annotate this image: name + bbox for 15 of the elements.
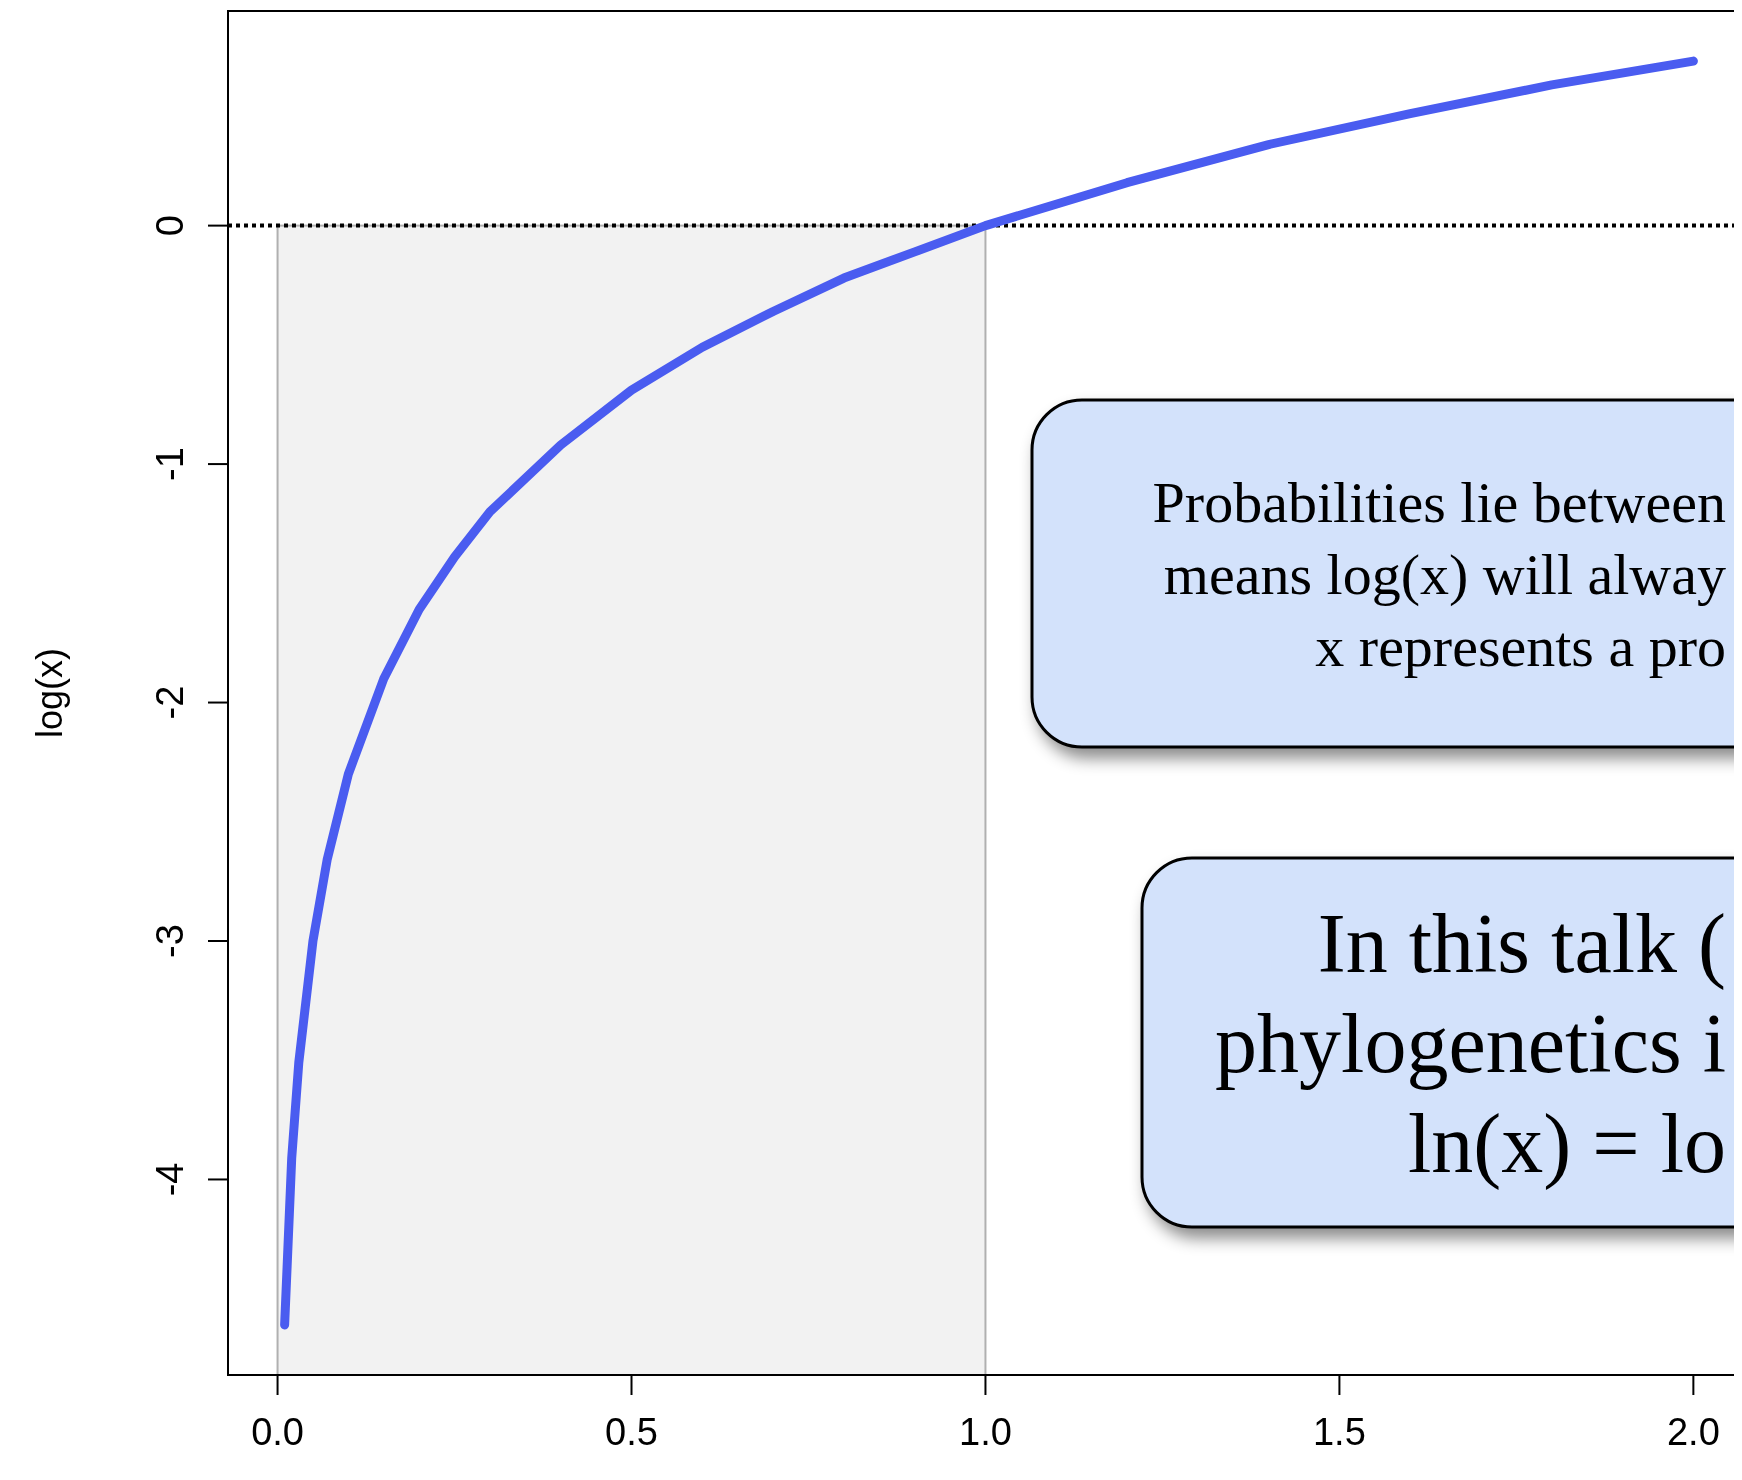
callout-box: Probabilities lie between means log(x) will alway x represents a pro [1030,398,1734,749]
x-tick-label: 1.0 [959,1411,1012,1453]
y-axis-title: log(x) [29,647,70,739]
callout-box: In this talk ( phylogenetics i ln(x) = lo [1140,856,1734,1229]
y-tick-label: -1 [149,447,191,481]
annotation: Probabilities lie between means log(x) will alway x represents a pro [1152,469,1726,679]
x-tick-label: 0.5 [605,1411,658,1453]
x-tick-label: 0.0 [251,1411,304,1453]
y-tick-label: -2 [149,685,191,720]
y-tick-label: -4 [149,1162,191,1197]
y-tick-label: 0 [149,215,191,237]
x-tick-label: 2.0 [1666,1411,1720,1453]
y-tick-label: -3 [149,924,191,958]
x-tick-label: 1.5 [1313,1411,1366,1453]
annotation: In this talk ( phylogenetics i ln(x) = lo [1215,896,1726,1191]
